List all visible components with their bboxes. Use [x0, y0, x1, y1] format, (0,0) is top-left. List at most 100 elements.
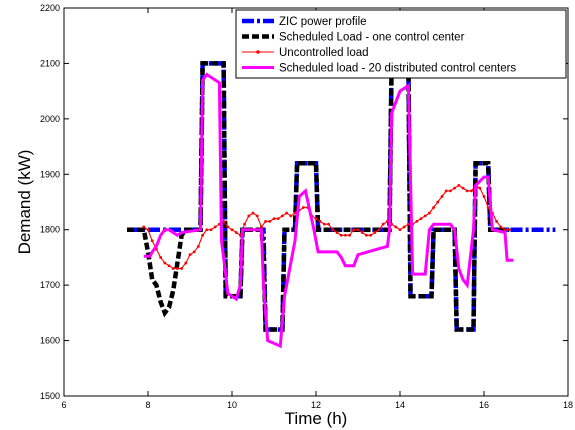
data-point [381, 222, 385, 226]
data-point [453, 186, 456, 190]
y-tick-label: 1900 [40, 169, 60, 179]
data-point [373, 231, 377, 234]
x-tick-label: 18 [563, 400, 573, 410]
data-point [163, 261, 167, 265]
data-point [394, 225, 398, 229]
x-tick-label: 8 [145, 400, 150, 410]
data-point [226, 225, 230, 229]
data-point [272, 217, 276, 221]
data-point [369, 233, 372, 237]
data-point [318, 220, 322, 223]
data-point [142, 225, 146, 229]
data-point [314, 217, 318, 221]
legend-label: ZIC power profile [279, 16, 367, 28]
data-point [323, 222, 326, 226]
data-point [167, 264, 171, 268]
data-point [432, 206, 435, 209]
data-point [201, 233, 205, 237]
y-tick-label: 1600 [40, 336, 60, 346]
data-point [268, 220, 272, 223]
data-point [444, 189, 448, 193]
data-point [407, 222, 410, 226]
x-axis-title: Time (h) [285, 409, 348, 428]
data-point [465, 189, 469, 193]
data-point [499, 225, 503, 229]
data-point [180, 267, 184, 270]
data-point [209, 228, 213, 232]
data-point [428, 211, 431, 215]
y-tick-label: 2200 [40, 3, 60, 13]
data-point [482, 195, 486, 198]
y-tick-label: 2000 [40, 114, 60, 124]
data-point [335, 231, 339, 234]
data-point [255, 214, 259, 218]
data-point [205, 228, 209, 232]
legend-box [235, 9, 567, 79]
y-tick-label: 1800 [40, 225, 60, 235]
data-point [398, 228, 402, 232]
data-point [356, 228, 360, 232]
data-point [486, 206, 490, 209]
data-point [344, 233, 347, 237]
data-point [247, 214, 251, 218]
data-point [234, 231, 238, 234]
legend-label: Uncontrolled load [279, 47, 369, 59]
data-point [184, 261, 188, 265]
x-tick-label: 12 [311, 400, 321, 410]
data-point [478, 186, 482, 190]
legend-marker [256, 50, 260, 54]
data-point [159, 256, 163, 259]
data-point [230, 228, 234, 232]
data-point [222, 220, 226, 223]
legend: ZIC power profile Scheduled Load - one co… [235, 9, 567, 79]
x-tick-label: 14 [395, 400, 405, 410]
axis-layer: 6 8 10 12 14 16 18 1500 1600 1700 1800 1900 2000 2100… [40, 3, 573, 410]
series-line-uncontrolled-load [143, 184, 510, 270]
data-point [402, 225, 406, 229]
y-tick-label: 1500 [40, 391, 60, 401]
data-point [171, 267, 175, 270]
data-point [440, 195, 444, 198]
data-point [264, 220, 267, 223]
data-point [449, 189, 452, 193]
y-tick-label: 1700 [40, 280, 60, 290]
data-point [415, 220, 419, 223]
data-point [285, 211, 288, 215]
data-point [243, 222, 247, 226]
data-point [276, 217, 280, 221]
data-point [470, 189, 473, 193]
data-point [348, 233, 351, 237]
data-point [457, 183, 461, 187]
data-point [339, 233, 343, 237]
data-point [302, 206, 305, 209]
x-tick-label: 10 [227, 400, 237, 410]
data-point [289, 214, 293, 218]
data-point [150, 239, 154, 243]
data-point [327, 222, 330, 226]
data-point [423, 214, 427, 218]
data-point [260, 225, 263, 229]
data-point [365, 233, 368, 237]
data-point [352, 228, 356, 232]
y-tick-label: 2100 [40, 58, 60, 68]
data-point [213, 225, 217, 229]
data-point [188, 253, 192, 257]
data-point [503, 228, 507, 232]
data-point [377, 228, 381, 232]
legend-label: Scheduled Load - one control center [279, 32, 465, 44]
data-point [281, 214, 284, 218]
data-point [293, 211, 297, 215]
series-layer [127, 61, 556, 349]
series-line-scheduled-load-20-distributed-control-centers [143, 72, 514, 349]
data-point [197, 244, 200, 248]
data-point [461, 186, 465, 190]
data-point [331, 228, 335, 232]
data-point [192, 250, 196, 254]
data-point [386, 220, 389, 223]
data-point [251, 211, 255, 215]
data-point [436, 200, 440, 204]
data-point [360, 231, 364, 234]
data-point [176, 267, 179, 270]
data-point [146, 228, 150, 232]
